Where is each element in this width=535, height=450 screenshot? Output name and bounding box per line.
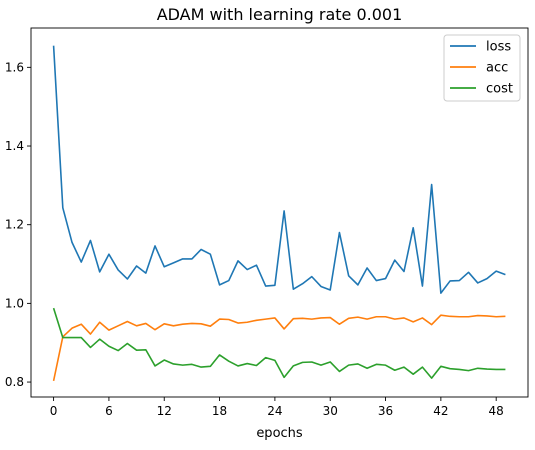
plot-area: 0 6 12 18 24 30 36 42 48 0.8 1.0 1.2 1.4 1.6 loss acc co…	[5, 27, 529, 418]
series-line-loss	[52, 45, 506, 294]
x-tick-label: 18	[212, 404, 227, 418]
x-axis-label: epochs	[256, 426, 303, 441]
x-tick-label: 36	[378, 404, 393, 418]
x-tick-label: 6	[105, 404, 113, 418]
x-tick-label: 42	[433, 404, 448, 418]
y-tick-label: 1.0	[5, 296, 24, 310]
legend-box	[443, 34, 521, 102]
x-tick-label: 30	[323, 404, 338, 418]
x-tick-label: 24	[267, 404, 282, 418]
y-tick-label: 1.6	[5, 60, 24, 74]
y-tick-label: 1.4	[5, 139, 24, 153]
legend-label-cost: cost	[486, 82, 513, 97]
x-tick-label: 12	[157, 404, 172, 418]
x-tick-label: 0	[50, 404, 58, 418]
series-line-acc	[52, 314, 506, 382]
x-tick-label: 48	[489, 404, 504, 418]
legend-label-loss: loss	[486, 40, 511, 55]
plot-frame	[30, 27, 529, 398]
legend-label-acc: acc	[486, 61, 508, 76]
y-tick-label: 1.2	[5, 218, 24, 232]
series-line-cost	[52, 307, 506, 379]
chart-title: ADAM with learning rate 0.001	[157, 5, 403, 24]
y-tick-label: 0.8	[5, 375, 24, 389]
